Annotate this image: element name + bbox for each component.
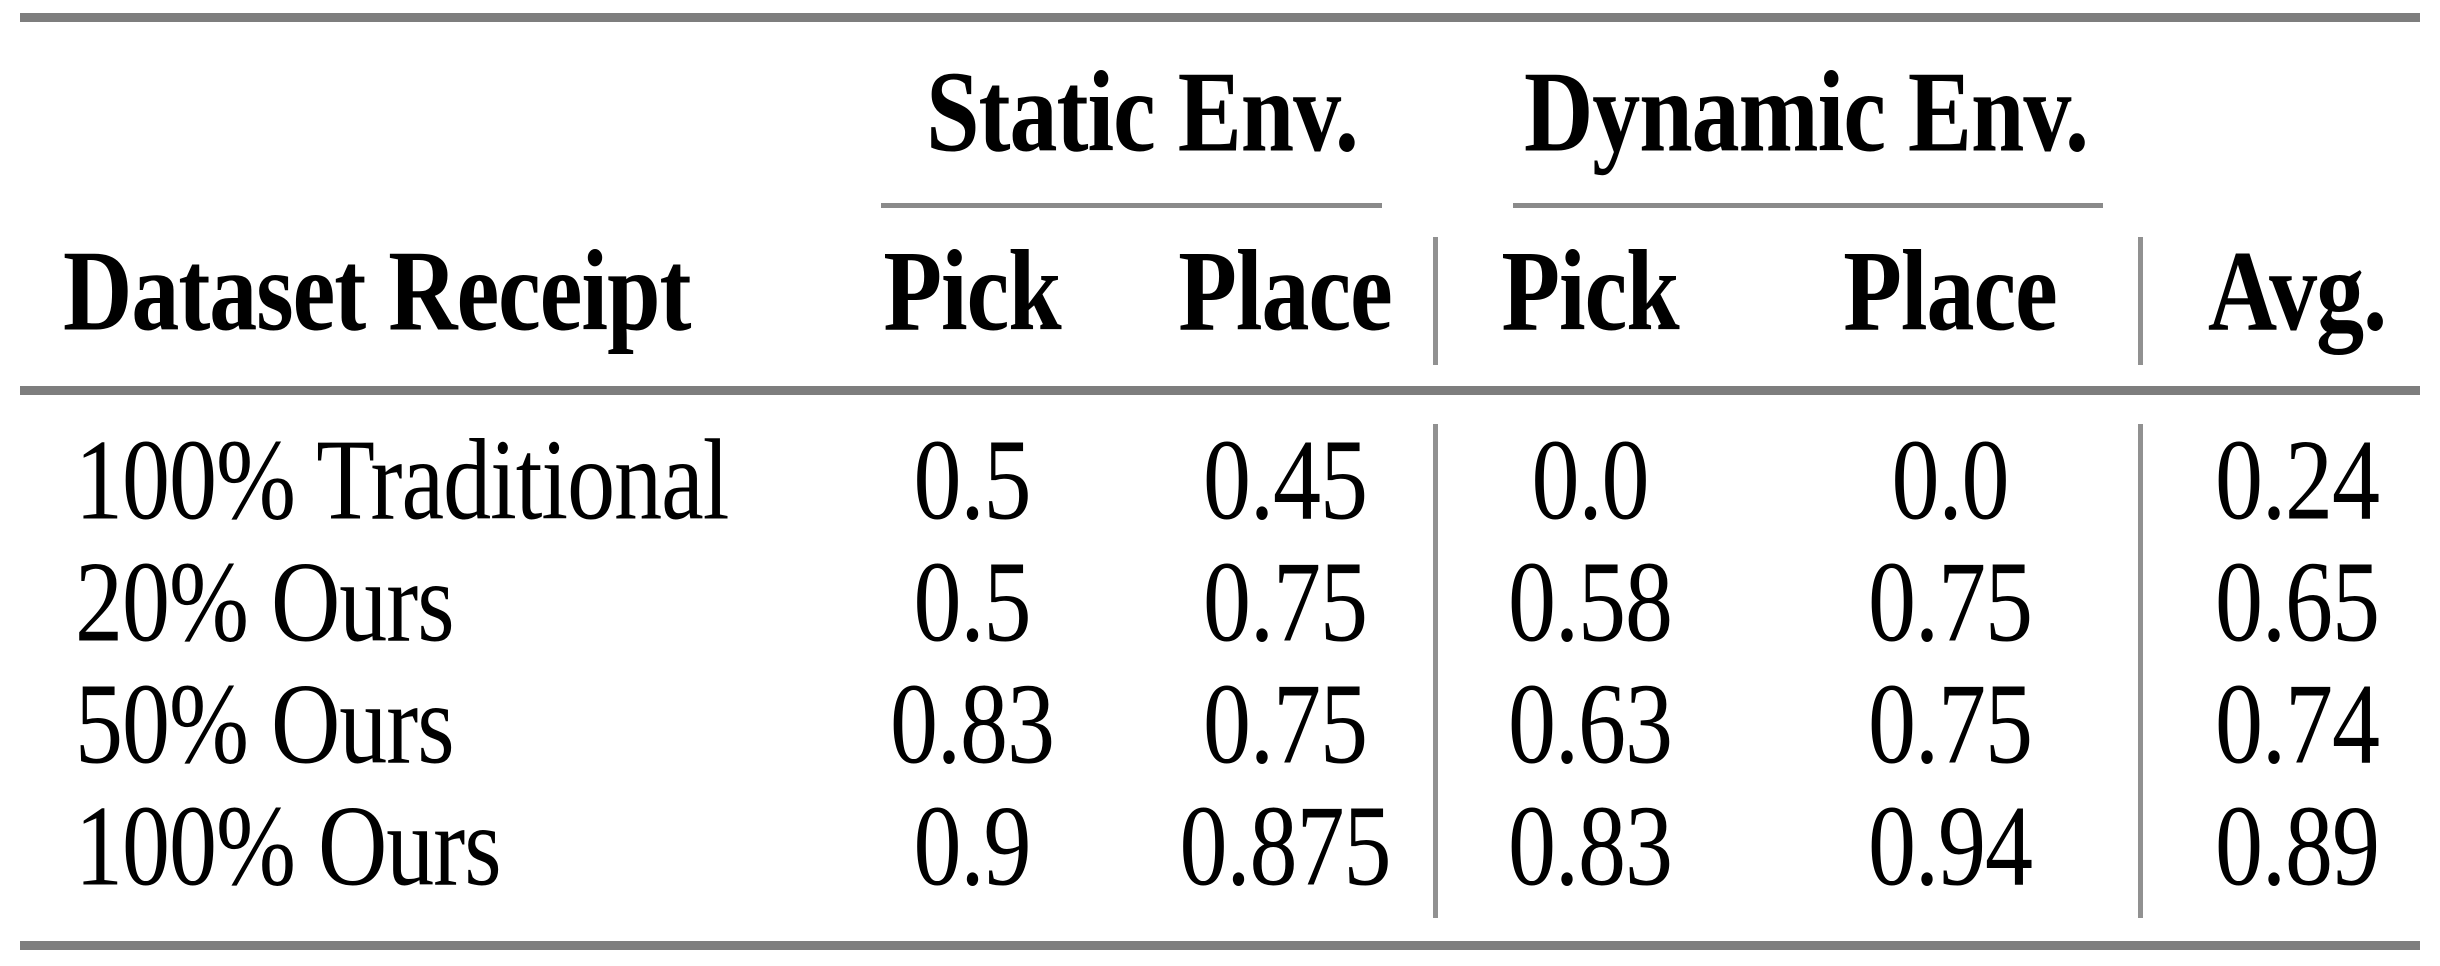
cell-static-place: 0.75 [1203, 659, 1368, 788]
cell-avg: 0.74 [2215, 659, 2380, 788]
cell-dynamic-place: 0.94 [1868, 781, 2033, 910]
group-header-row: Static Env. Dynamic Env. [0, 50, 2440, 174]
row-label: 20% Ours [75, 537, 455, 666]
table-row: 20% Ours 0.5 0.75 0.58 0.75 0.65 [0, 541, 2440, 663]
header-column-separator-2 [2138, 237, 2143, 365]
cell-static-place: 0.875 [1179, 781, 1392, 910]
table-bottom-rule [20, 941, 2420, 950]
row-label: 100% Traditional [75, 415, 729, 544]
col-header-static-place: Place [1178, 226, 1393, 355]
cell-static-pick: 0.5 [913, 415, 1032, 544]
cell-dynamic-pick: 0.83 [1508, 781, 1673, 910]
cell-dynamic-pick: 0.0 [1531, 415, 1650, 544]
table-row: 100% Ours 0.9 0.875 0.83 0.94 0.89 [0, 785, 2440, 907]
body-column-separator-1 [1433, 424, 1438, 918]
cell-static-place: 0.45 [1203, 415, 1368, 544]
cell-dynamic-pick: 0.63 [1508, 659, 1673, 788]
table-row: 100% Traditional 0.5 0.45 0.0 0.0 0.24 [0, 419, 2440, 541]
cell-dynamic-place: 0.0 [1891, 415, 2010, 544]
header-column-separator-1 [1433, 237, 1438, 365]
col-header-static-pick: Pick [883, 226, 1061, 355]
body-column-separator-2 [2138, 424, 2143, 918]
cell-static-pick: 0.9 [913, 781, 1032, 910]
cell-avg: 0.65 [2215, 537, 2380, 666]
col-header-dataset-receipt: Dataset Receipt [63, 226, 691, 355]
cell-avg: 0.24 [2215, 415, 2380, 544]
row-label: 50% Ours [75, 659, 455, 788]
row-label: 100% Ours [75, 781, 502, 910]
dynamic-env-underline-rule [1513, 203, 2103, 208]
cell-avg: 0.89 [2215, 781, 2380, 910]
table-top-rule [20, 13, 2420, 22]
group-header-dynamic-env: Dynamic Env. [1523, 47, 2089, 176]
col-header-avg: Avg. [2207, 226, 2387, 355]
col-header-dynamic-place: Place [1843, 226, 2058, 355]
cell-dynamic-place: 0.75 [1868, 537, 2033, 666]
table-mid-rule [20, 386, 2420, 395]
col-header-dynamic-pick: Pick [1501, 226, 1679, 355]
column-header-row: Dataset Receipt Pick Place Pick Place Av… [0, 233, 2440, 348]
cell-dynamic-place: 0.75 [1868, 659, 2033, 788]
table-row: 50% Ours 0.83 0.75 0.63 0.75 0.74 [0, 663, 2440, 785]
cell-dynamic-pick: 0.58 [1508, 537, 1673, 666]
static-env-underline-rule [881, 203, 1382, 208]
cell-static-pick: 0.83 [890, 659, 1055, 788]
cell-static-pick: 0.5 [913, 537, 1032, 666]
cell-static-place: 0.75 [1203, 537, 1368, 666]
group-header-static-env: Static Env. [926, 47, 1359, 176]
